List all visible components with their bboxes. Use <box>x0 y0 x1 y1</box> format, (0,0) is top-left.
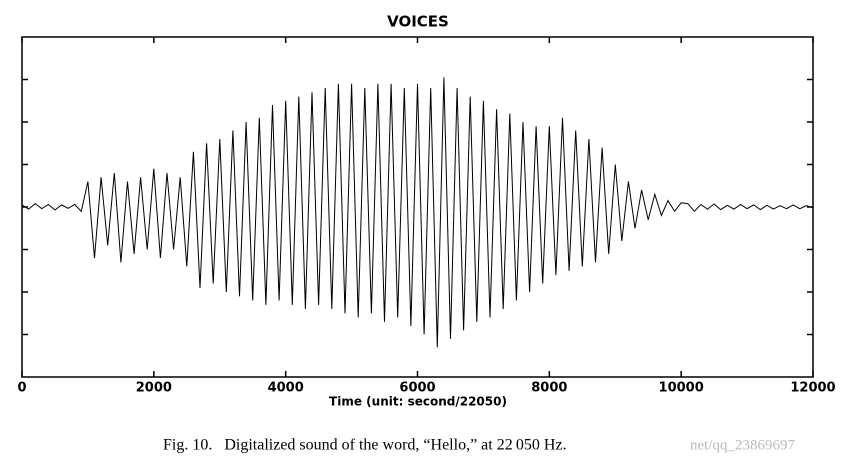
x-tick-label: 0 <box>17 381 26 396</box>
caption: Fig. 10. Digitalized sound of the word, … <box>163 437 567 454</box>
x-tick-label: 4000 <box>268 381 304 396</box>
x-axis-label: Time (unit: second/22050) <box>329 395 507 409</box>
watermark: net/qq_23869697 <box>690 437 795 453</box>
x-tick-label: 6000 <box>399 381 435 396</box>
x-tick-label: 12000 <box>790 381 835 396</box>
waveform <box>21 77 814 348</box>
x-tick-label: 8000 <box>531 381 567 396</box>
chart-title: VOICES <box>387 13 449 31</box>
x-tick-label: 10000 <box>659 381 704 396</box>
x-tick-label: 2000 <box>136 381 172 396</box>
